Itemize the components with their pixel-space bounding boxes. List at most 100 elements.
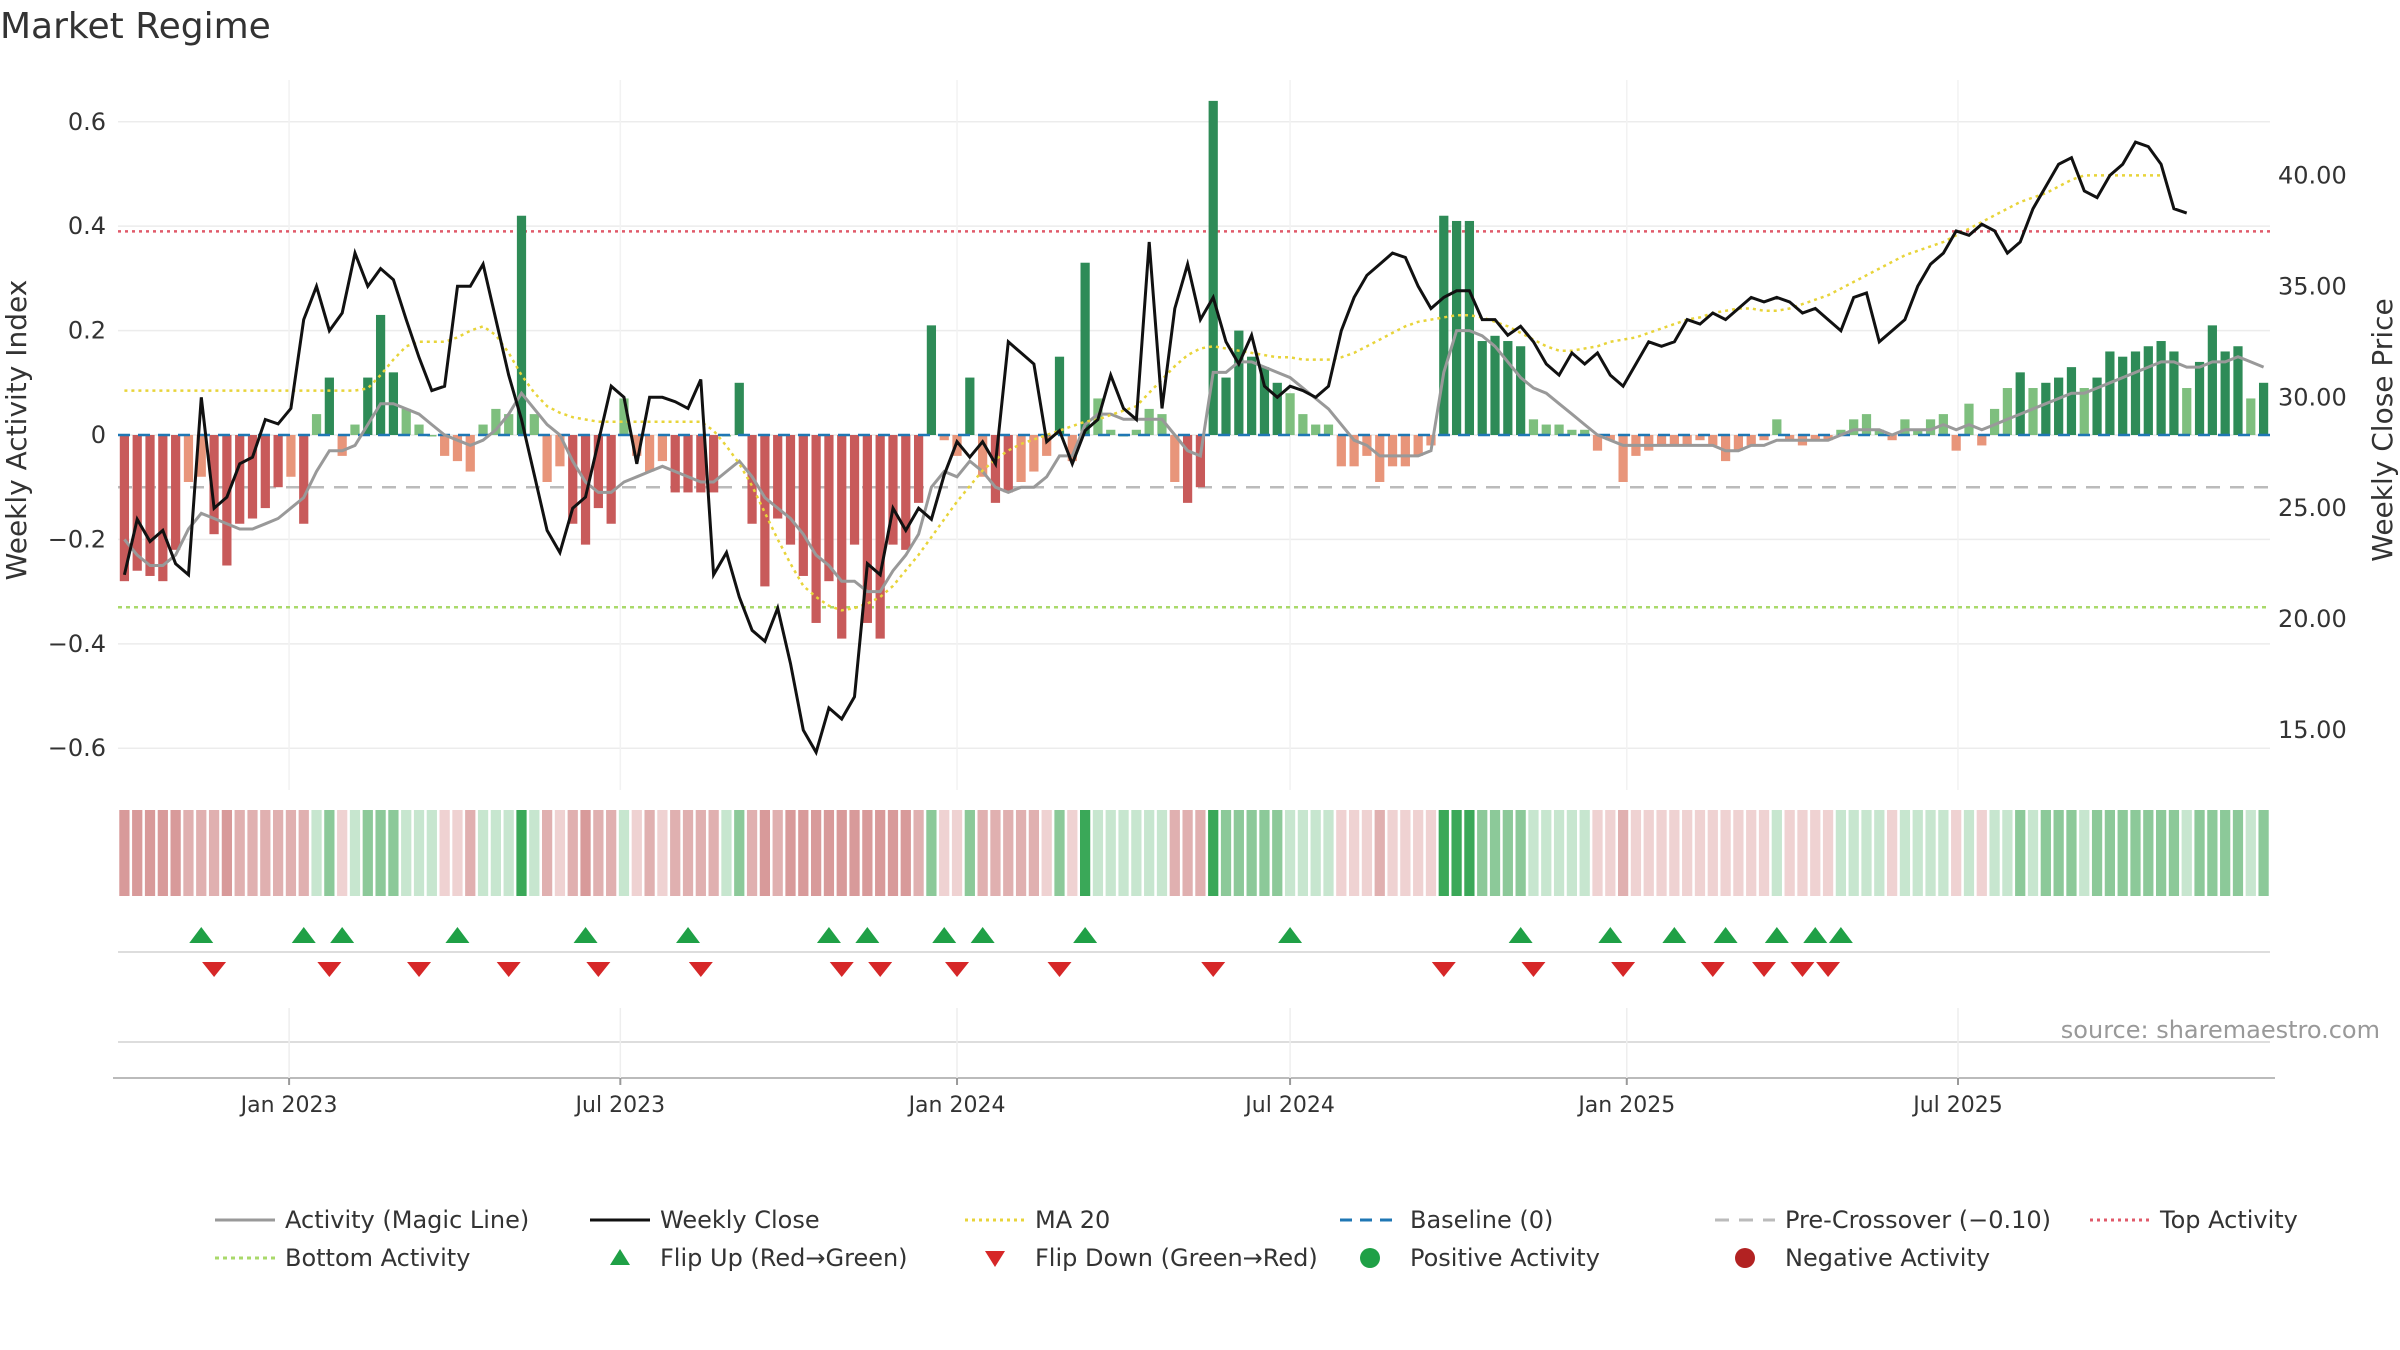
regime-cell: [221, 810, 233, 896]
weekly-close-line: [122, 140, 2188, 757]
activity-bar: [1951, 435, 1961, 451]
activity-bar: [171, 435, 181, 550]
regime-cell: [862, 810, 873, 896]
activity-bar: [632, 435, 642, 456]
regime-cell: [1682, 810, 1693, 896]
x-tick-label: Jul 2024: [1243, 1093, 1335, 1118]
flip-up-triangle: [573, 927, 598, 943]
regime-cell: [1810, 810, 1821, 896]
y-left-tick-label: −0.2: [48, 525, 106, 553]
regime-cell: [1118, 810, 1129, 896]
flip-up-triangle: [1662, 927, 1687, 943]
flip-down-triangle: [586, 962, 611, 977]
regime-cell: [1822, 810, 1834, 896]
regime-cell: [1835, 810, 1847, 896]
regime-cell: [1220, 810, 1232, 896]
regime-cell: [401, 810, 412, 896]
regime-cell: [618, 810, 630, 896]
regime-cell: [990, 810, 1001, 896]
flip-down-triangle: [1521, 962, 1546, 977]
regime-cell: [1092, 810, 1104, 896]
regime-cell: [670, 810, 681, 896]
legend: Activity (Magic Line) Weekly Close MA 20 Ba…: [215, 1205, 2365, 1273]
regime-cell: [580, 810, 591, 896]
flip-up-triangle: [676, 927, 701, 943]
regime-cell: [1976, 810, 1987, 896]
regime-cell: [1489, 810, 1501, 896]
activity-bar: [1439, 215, 1449, 435]
regime-cell: [1707, 810, 1718, 896]
activity-bar: [1464, 220, 1475, 435]
activity-bar: [2041, 382, 2051, 435]
activity-bar: [2015, 372, 2025, 435]
activity-bar: [1644, 435, 1654, 451]
regime-cell: [644, 810, 655, 896]
activity-bar: [273, 435, 283, 488]
regime-cell: [311, 810, 322, 896]
regime-cell: [606, 810, 617, 896]
regime-cell: [746, 810, 758, 896]
activity-bar: [2246, 398, 2256, 435]
regime-cell: [144, 810, 156, 896]
regime-cell: [388, 810, 399, 896]
activity-bar: [1426, 435, 1436, 446]
regime-cell: [2143, 810, 2154, 896]
activity-bar: [119, 435, 130, 582]
regime-cell: [1566, 810, 1578, 896]
activity-bar: [1080, 262, 1090, 435]
top-activity-swatch: [2090, 1218, 2150, 1222]
regime-cell: [1733, 810, 1744, 896]
red-dot-icon: [1735, 1248, 1755, 1268]
activity-bar: [1157, 414, 1167, 435]
regime-cell: [1259, 810, 1270, 896]
regime-cell: [1720, 810, 1731, 896]
regime-cell: [939, 810, 950, 896]
regime-cell: [1361, 810, 1373, 896]
regime-cell: [759, 810, 771, 896]
regime-cell: [1233, 810, 1244, 896]
activity-bar: [1656, 435, 1667, 446]
activity-bar: [350, 424, 360, 435]
activity-bar: [1554, 424, 1564, 435]
activity-bar: [414, 424, 424, 435]
regime-cell: [157, 810, 168, 896]
legend-label: Baseline (0): [1410, 1206, 1554, 1234]
activity-bar: [1170, 435, 1180, 482]
legend-label: Flip Up (Red→Green): [660, 1244, 908, 1272]
activity-bar: [183, 435, 194, 482]
activity-bar: [1669, 435, 1679, 446]
activity-bar: [568, 435, 578, 524]
activity-bar: [1708, 435, 1718, 446]
activity-bar: [1528, 419, 1539, 435]
activity-bar: [1400, 435, 1410, 467]
activity-bar: [209, 435, 219, 535]
regime-cell: [721, 810, 732, 896]
regime-cell: [875, 810, 886, 896]
activity-bar: [1016, 435, 1026, 482]
series-lines: [122, 140, 2265, 757]
regime-cell: [1656, 810, 1667, 896]
activity-bar: [1810, 435, 1820, 441]
activity-bar: [875, 435, 885, 639]
legend-label: Positive Activity: [1410, 1244, 1600, 1272]
regime-cell: [196, 810, 207, 896]
activity-bar: [734, 382, 744, 435]
regime-cell: [708, 810, 719, 896]
regime-cell: [2232, 810, 2244, 896]
legend-label: Bottom Activity: [285, 1244, 471, 1272]
activity-bar: [1336, 435, 1346, 467]
y-left-tick-label: −0.6: [48, 734, 106, 762]
activity-bar: [2233, 346, 2243, 435]
activity-bar: [1144, 408, 1154, 435]
y-right-tick-label: 35.00: [2278, 272, 2347, 300]
regime-cell: [926, 810, 937, 896]
legend-item: Top Activity: [2090, 1205, 2350, 1235]
regime-cell: [1105, 810, 1116, 896]
regime-cell: [798, 810, 809, 896]
flip-up-triangle: [1073, 927, 1098, 943]
activity-bar: [2156, 341, 2166, 435]
legend-item: Negative Activity: [1715, 1243, 2090, 1273]
regime-cell: [1041, 810, 1052, 896]
activity-bar: [670, 435, 680, 493]
